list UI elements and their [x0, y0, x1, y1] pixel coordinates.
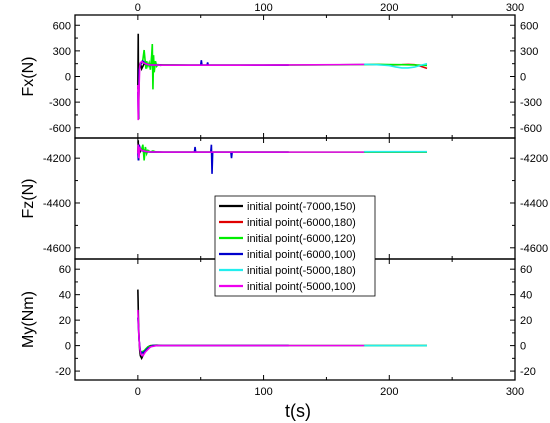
y-tick-label: 0 — [65, 341, 71, 353]
x-tick-label-top: 100 — [254, 2, 272, 14]
y-tick-label: -4400 — [43, 198, 71, 210]
y-tick-label-right: -4200 — [520, 153, 548, 165]
y-tick-label: -4200 — [43, 153, 71, 165]
y-axis-title: Fx(N) — [20, 57, 37, 97]
series-line-6 — [137, 144, 365, 159]
series-line-4 — [137, 59, 289, 119]
x-tick-label: 200 — [380, 386, 398, 398]
y-tick-label-right: 20 — [520, 315, 532, 327]
y-tick-label: -20 — [55, 366, 71, 378]
series-line-6 — [137, 60, 365, 121]
y-tick-label-right: -20 — [520, 366, 536, 378]
x-tick-label: 300 — [506, 386, 524, 398]
y-tick-label: -4600 — [43, 243, 71, 255]
y-tick-label: 600 — [53, 20, 71, 32]
legend: initial point(-7000,150) initial point(-6… — [214, 195, 376, 297]
legend-label: initial point(-5000,180) — [247, 265, 356, 277]
y-tick-label-right: -4400 — [520, 198, 548, 210]
series-line-3 — [141, 344, 427, 353]
series-line-5 — [364, 62, 428, 69]
y-tick-label: 40 — [59, 290, 71, 302]
y-tick-label-right: 40 — [520, 290, 532, 302]
y-tick-label-right: -4600 — [520, 243, 548, 255]
y-tick-label: -300 — [49, 97, 71, 109]
series-line-1 — [137, 33, 289, 120]
y-axis-title: Fz(N) — [20, 179, 37, 219]
legend-box — [214, 195, 376, 297]
x-tick-label-top: 200 — [380, 2, 398, 14]
x-tick-label: 100 — [254, 386, 272, 398]
series-line-1 — [137, 289, 289, 361]
panel-1: -600 -600 -300 -300 0 0 300 300 600 600 Fx(N) — [20, 14, 542, 139]
series-line-4 — [137, 144, 289, 174]
x-tick-label-top: 300 — [506, 2, 524, 14]
y-tick-label-right: -300 — [520, 97, 542, 109]
y-tick-label: 20 — [59, 315, 71, 327]
y-axis-title: My(Nm) — [20, 291, 37, 348]
series-line-6 — [137, 309, 365, 357]
y-tick-label: 300 — [53, 46, 71, 58]
y-tick-label-right: 0 — [520, 341, 526, 353]
y-tick-label-right: -600 — [520, 123, 542, 135]
x-axis-title: t(s) — [285, 401, 311, 421]
legend-label: initial point(-6000,180) — [247, 217, 356, 229]
x-tick-label: 0 — [135, 386, 141, 398]
panel-frame — [74, 14, 516, 139]
y-tick-label-right: 0 — [520, 72, 526, 84]
legend-label: initial point(-5000,100) — [247, 281, 356, 293]
x-tick-label-top: 0 — [135, 2, 141, 14]
y-tick-label: 0 — [65, 72, 71, 84]
y-tick-label-right: 300 — [520, 46, 538, 58]
y-tick-label: -600 — [49, 123, 71, 135]
series-line-3 — [140, 43, 428, 90]
legend-label: initial point(-6000,100) — [247, 249, 356, 261]
y-tick-label-right: 60 — [520, 264, 532, 276]
y-tick-label-right: 600 — [520, 20, 538, 32]
legend-label: initial point(-6000,120) — [247, 233, 356, 245]
legend-label: initial point(-7000,150) — [247, 201, 356, 213]
y-tick-label: 60 — [59, 264, 71, 276]
series-line-4 — [137, 317, 289, 355]
